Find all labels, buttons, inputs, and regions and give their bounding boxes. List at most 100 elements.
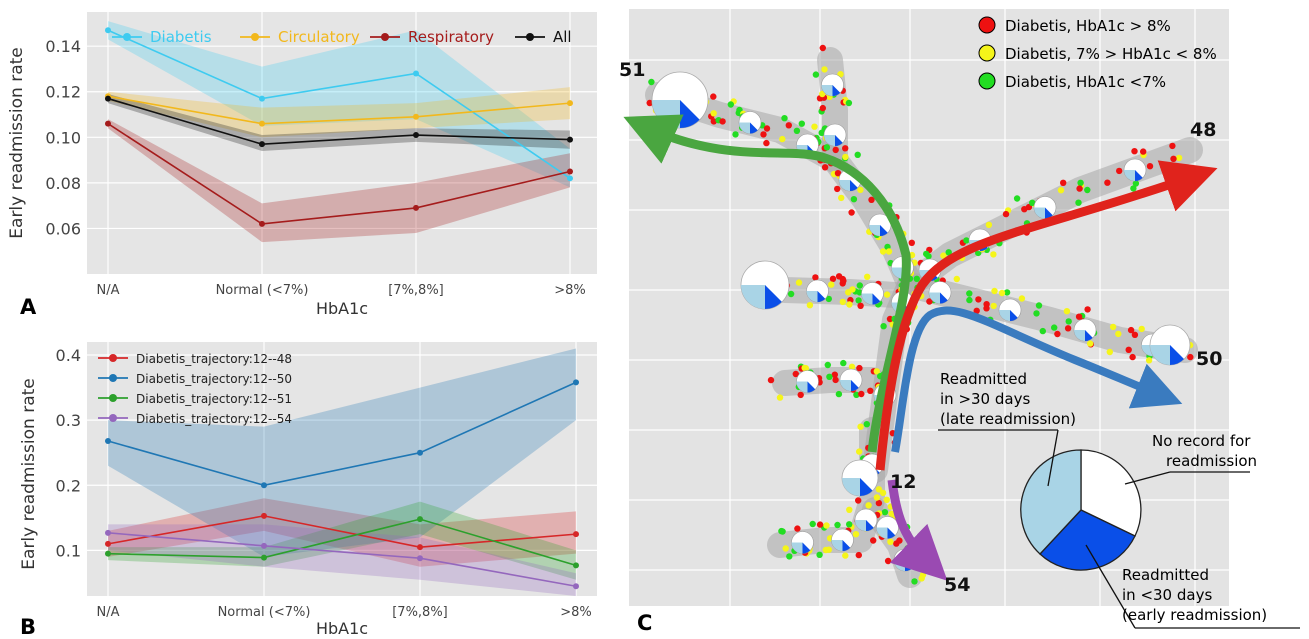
node-pie-early [1170, 345, 1184, 365]
cell-dot [835, 273, 843, 280]
y-axis-label: Early readmission rate [7, 47, 27, 238]
node-pie-early [940, 292, 948, 304]
cell-dot [848, 363, 856, 370]
cell-dot [875, 499, 883, 507]
cell-dot [945, 249, 952, 256]
legend-marker [251, 33, 259, 41]
cell-dot [821, 66, 828, 73]
legend-label-yellow: Diabetis, 7% > HbA1c < 8% [1005, 45, 1217, 63]
cell-dot [854, 151, 861, 158]
series-line [107, 518, 577, 567]
legend-label-green: Diabetis, HbA1c <7% [1005, 73, 1166, 91]
node-pie-early [807, 381, 816, 393]
cell-dot [648, 78, 655, 86]
data-point [417, 449, 423, 456]
cell-dot [856, 282, 863, 289]
node-pie-late [839, 180, 850, 191]
legend-label: Diabetis_trajectory:12--51 [136, 392, 292, 406]
data-point [259, 120, 265, 127]
cell-dot [786, 553, 793, 560]
cell-dot [824, 361, 831, 369]
cell-dot [1029, 199, 1036, 206]
cell-dot [852, 531, 860, 538]
cell-dot [823, 522, 830, 529]
pie-label-late-3: (late readmission) [940, 410, 1076, 428]
data-point [105, 550, 111, 557]
grid [87, 12, 597, 274]
purple-trajectory-arrow [887, 479, 948, 581]
cell-dot [763, 139, 770, 147]
cell-dot [819, 90, 826, 98]
cell-dot [963, 237, 970, 244]
cell-dot [816, 551, 823, 558]
cell-dot [1033, 310, 1040, 317]
legend-label: Diabetis_trajectory:12--50 [136, 372, 292, 386]
legend-label: Diabetis_trajectory:12--48 [136, 352, 292, 366]
panel-a-chart: 0.06 0.08 0.10 0.12 0.14 N/A Normal (<7%) [7%,… [7, 12, 597, 316]
cell-dot [858, 390, 865, 398]
cell-dot [873, 494, 881, 501]
cell-dot [831, 371, 838, 378]
data-point [259, 220, 265, 227]
cell-dot [1116, 167, 1123, 175]
cell-dot [1170, 155, 1177, 162]
data-point [567, 136, 573, 143]
cell-dot [875, 486, 883, 493]
x-tick-label: N/A [97, 283, 120, 298]
panel-label-c: C [637, 611, 652, 635]
cell-dot [710, 93, 717, 100]
cell-dot [911, 578, 918, 585]
legend-label: Diabetis_trajectory:12--54 [136, 412, 292, 426]
cell-dot [834, 185, 841, 193]
legend-marker [381, 33, 389, 41]
node-pie-late [791, 542, 803, 554]
cell-dot [863, 421, 870, 428]
cell-dot [710, 118, 717, 125]
confidence-band [108, 501, 576, 580]
data-point [261, 542, 267, 549]
cell-dot [1057, 187, 1065, 194]
node-pie-early [1085, 330, 1093, 341]
pie-label-none-1: No record for [1152, 432, 1251, 450]
node-pie-early [872, 293, 881, 305]
data-point [413, 113, 419, 120]
y-tick-label: 0.1 [56, 541, 81, 560]
cell-dot [865, 502, 872, 509]
x-axis-label: HbA1c [316, 619, 368, 638]
legend-marker [109, 414, 117, 422]
node-pie-late [796, 381, 808, 393]
cell-dot [1132, 180, 1140, 187]
node-pie-early [842, 540, 851, 551]
cell-dot [806, 302, 814, 309]
legend-marker-green [978, 72, 996, 90]
legend-label: Respiratory [408, 28, 494, 46]
cell-dot [850, 196, 858, 203]
data-point [105, 529, 111, 536]
node-pie-early [851, 380, 859, 391]
y-tick-labels: 0.06 0.08 0.10 0.12 0.14 [45, 37, 81, 238]
cell-dot [823, 144, 831, 151]
cell-dot [727, 101, 734, 108]
legend-marker [109, 374, 117, 382]
cell-dot [985, 221, 993, 228]
cell-dot [846, 521, 853, 528]
data-point [413, 70, 419, 77]
node-label-51: 51 [619, 59, 645, 81]
node-pie-late [876, 527, 888, 539]
legend-marker [109, 394, 117, 402]
cell-dot [885, 248, 893, 255]
node-pie-early [680, 100, 700, 128]
node-pie-early [765, 285, 782, 309]
cell-dot [1140, 148, 1147, 155]
cell-dot [1075, 199, 1082, 206]
cell-dot [1077, 179, 1084, 186]
cell-dot [926, 298, 933, 305]
cell-dot [1130, 185, 1137, 192]
cell-dot [855, 497, 862, 504]
grid [87, 342, 597, 596]
cell-dot [1084, 306, 1091, 313]
cell-dot [883, 291, 891, 298]
node-pie-late [891, 267, 903, 279]
cell-dot [1125, 346, 1132, 353]
node-pie-late [842, 478, 860, 496]
